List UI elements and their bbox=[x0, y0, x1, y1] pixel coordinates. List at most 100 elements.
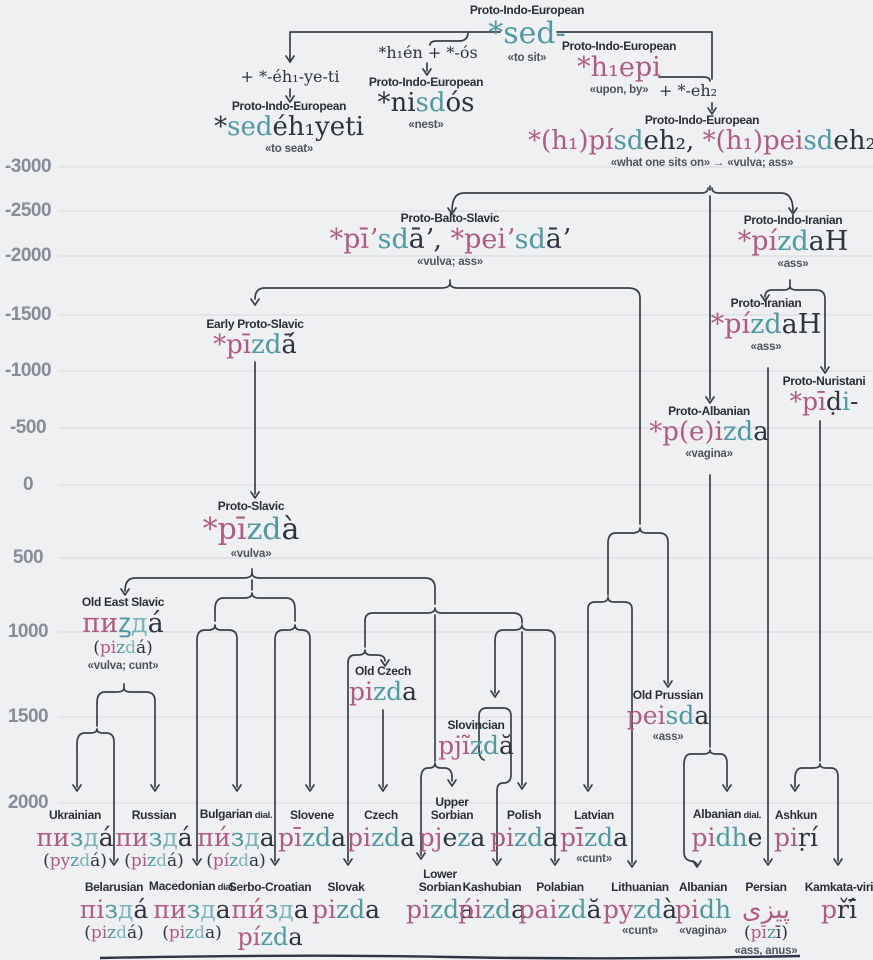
node-proto-indo-iranian: Proto-Indo-Iranian *pízdaH «ass» bbox=[738, 214, 849, 272]
word-segment: zd bbox=[469, 731, 500, 760]
word-segment: zd bbox=[481, 895, 512, 924]
node-slovincian: Slovincian pjĩzdă bbox=[438, 719, 514, 760]
word-segment: ă bbox=[499, 731, 514, 760]
word-segment: z bbox=[185, 923, 195, 943]
timeline-tick-label: -1500 bbox=[4, 304, 52, 325]
word-segment: sd bbox=[613, 126, 644, 156]
word-segment: з bbox=[186, 895, 201, 924]
word-segment: a bbox=[402, 677, 418, 706]
node-label: Proto-Slavic bbox=[217, 499, 285, 513]
language-word: pīzda bbox=[278, 824, 346, 852]
language-label: Albanian bbox=[678, 880, 728, 894]
word-segment: aH bbox=[781, 309, 822, 340]
node-proto-albanian: Proto-Albanian *p(e)izda «vagina» bbox=[649, 405, 769, 462]
language-word: pizda bbox=[347, 824, 415, 852]
word-segment: پیزی bbox=[742, 895, 790, 924]
word-segment: aH bbox=[808, 226, 849, 257]
node-early-proto-slavic: Early Proto-Slavic *pīzdā́ bbox=[206, 318, 304, 360]
language-word: pjeza bbox=[419, 824, 486, 852]
word-segment: pi bbox=[489, 823, 514, 852]
timeline-tick-label: -2000 bbox=[4, 245, 52, 266]
node-gloss: «vagina» bbox=[685, 448, 733, 461]
node-label: Proto-Indo-European bbox=[368, 75, 484, 89]
word-segment: pei bbox=[626, 701, 666, 730]
timeline-tick-label: -500 bbox=[9, 417, 47, 438]
language-gloss: «cunt» bbox=[576, 853, 612, 865]
node-word: *sedéh₁yeti bbox=[214, 112, 364, 142]
word-segment: à bbox=[662, 895, 678, 924]
word-segment: ā́ bbox=[281, 330, 297, 360]
word-segment: a bbox=[694, 701, 710, 730]
lang-belarusian: Belarusian пізда́ (pizdá) bbox=[79, 881, 149, 944]
language-word: пи́зда bbox=[231, 896, 308, 924]
lang-upper-sorbian: Upper Sorbian pjeza bbox=[419, 796, 486, 852]
lang-persian: Persian پیزی (pīzī) «ass, anus» bbox=[734, 881, 797, 958]
word-segment: āʼ bbox=[545, 224, 571, 255]
node-proto-iranian: Proto-Iranian *pízdaH «ass» bbox=[711, 297, 822, 355]
language-word: pizda bbox=[490, 824, 558, 852]
lang-serbo-croatian: Serbo-Croatian пи́зда pízda bbox=[229, 881, 312, 951]
node-word: pjĩzdă bbox=[438, 732, 514, 760]
word-segment: ṕi bbox=[457, 895, 482, 924]
word-segment: pi bbox=[774, 823, 799, 852]
word-segment: pi bbox=[168, 923, 186, 943]
timeline-tick-label: 0 bbox=[22, 474, 34, 495]
word-segment: a bbox=[331, 823, 347, 852]
timeline-tick-label: 2000 bbox=[7, 792, 49, 813]
romanization: (pīzī) bbox=[734, 923, 797, 944]
word-segment: пи bbox=[36, 823, 70, 852]
language-label: Albanian dial. bbox=[692, 807, 762, 822]
node-formula-nisdos: *h₁én + *-ós bbox=[378, 44, 477, 62]
dialect-marker: dial. bbox=[215, 882, 236, 893]
node-label: Old East Slavic bbox=[81, 595, 165, 609]
lang-czech: Czech pizda bbox=[347, 809, 415, 852]
node-old-prussian: Old Prussian peisda «ass» bbox=[627, 689, 710, 745]
lang-ukrainian: Ukrainian пизда́ (pyzdá) bbox=[36, 809, 113, 872]
word-segment: zd bbox=[370, 823, 401, 852]
word-segment: а bbox=[293, 895, 309, 924]
timeline-tick-label: 1000 bbox=[7, 621, 49, 642]
word-segment: pjĩ bbox=[438, 731, 470, 760]
word-segment: а́ bbox=[177, 823, 193, 852]
language-word: پیزی bbox=[734, 896, 797, 924]
node-word: *pīzdā́ bbox=[206, 330, 303, 360]
word-segment: пи́ bbox=[197, 823, 231, 852]
word-segment: pi bbox=[405, 895, 430, 924]
word-segment: д bbox=[278, 895, 294, 924]
node-pie-nisdos: Proto-Indo-European *nisdós «nest» bbox=[368, 75, 484, 133]
dialect-marker: dial. bbox=[252, 810, 273, 821]
word-segment: з bbox=[104, 895, 118, 924]
word-segment: пи bbox=[82, 608, 119, 639]
word-segment: z bbox=[766, 923, 776, 943]
language-label: Ukrainian bbox=[49, 808, 101, 822]
word-segment: zd bbox=[301, 823, 332, 852]
word-segment: з bbox=[230, 823, 245, 852]
word-segment: zd bbox=[777, 226, 809, 257]
node-pie-sed: Proto-Indo-European *sed- «to sit» bbox=[470, 4, 585, 65]
word-segment: + *-éh₁-ye-ti bbox=[240, 67, 340, 86]
lang-russian: Russian пизда́ (pizdá) bbox=[115, 809, 193, 872]
word-segment: á) bbox=[167, 851, 184, 871]
word-segment: dh bbox=[715, 823, 748, 852]
word-segment: пі bbox=[79, 895, 105, 924]
word-segment: *peiʼ bbox=[450, 224, 515, 255]
node-word: + *-eh₂ bbox=[659, 82, 717, 100]
language-label: Lower Sorbian bbox=[418, 867, 462, 894]
node-label: Proto-Albanian bbox=[668, 404, 750, 418]
word-segment: d bbox=[194, 923, 206, 943]
word-segment: sd bbox=[415, 88, 446, 118]
node-label: Proto-Iranian bbox=[730, 296, 802, 310]
word-segment: sd bbox=[514, 224, 546, 255]
lang-kamkata-viri: Kamkata-viri přī́ bbox=[805, 881, 873, 924]
language-label: Kamkata-viri bbox=[804, 880, 873, 894]
node-suffix-eh2: + *-eh₂ bbox=[659, 82, 717, 100]
word-segment: д bbox=[200, 895, 216, 924]
word-segment: pj bbox=[418, 823, 443, 852]
node-gloss: «vulva» bbox=[230, 547, 272, 560]
word-segment: pí bbox=[237, 923, 261, 951]
word-segment: ( bbox=[206, 851, 213, 871]
word-segment: zd bbox=[251, 330, 282, 360]
word-segment: pi bbox=[346, 823, 371, 852]
word-segment: pi bbox=[311, 895, 336, 924]
